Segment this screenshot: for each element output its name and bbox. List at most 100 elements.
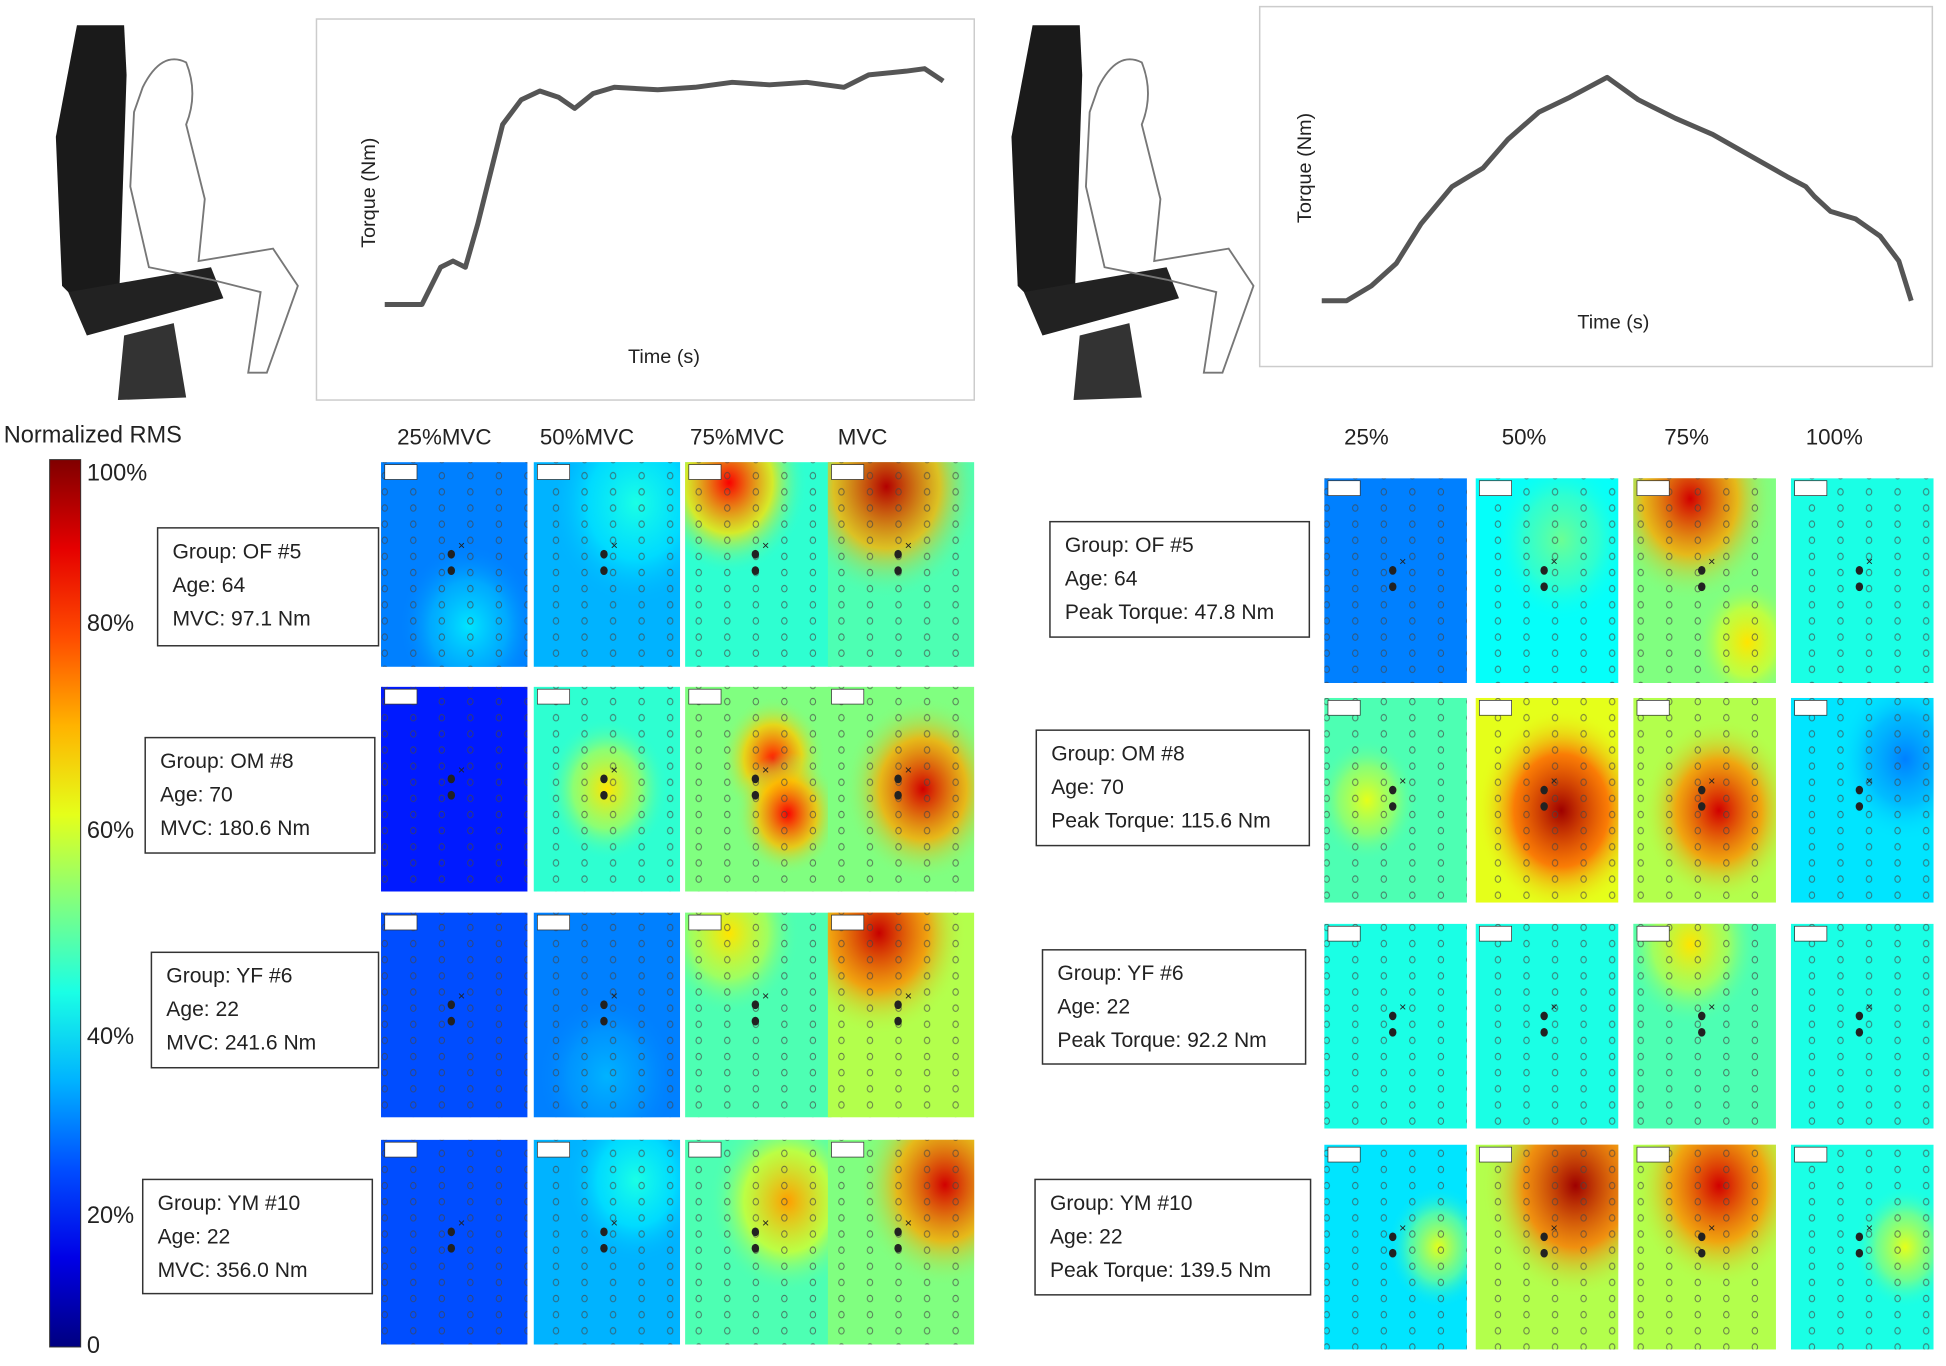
electrode-grid xyxy=(533,686,681,892)
marker-x: × xyxy=(611,989,618,1003)
torque-plot-frame xyxy=(1258,5,1934,368)
electrode-grid xyxy=(685,462,832,667)
heatmap-notch xyxy=(1794,700,1828,716)
electrode-grid xyxy=(1324,923,1467,1129)
heatmap-notch xyxy=(831,688,865,705)
torque-plot-frame xyxy=(315,18,975,401)
marker-x: × xyxy=(1399,1000,1406,1014)
subject-box xyxy=(141,1178,374,1295)
innervation-zone xyxy=(751,1016,760,1026)
marker-x: × xyxy=(905,989,912,1003)
innervation-zone xyxy=(1698,1027,1706,1037)
innervation-zone xyxy=(447,1000,456,1010)
subject-age: Age: 22 xyxy=(1057,996,1130,1019)
electrode-grid xyxy=(1475,1144,1619,1350)
marker-x: × xyxy=(1866,554,1873,568)
marker-x: × xyxy=(611,538,618,552)
innervation-zone xyxy=(1855,1232,1864,1242)
innervation-zone xyxy=(894,549,902,559)
heatmap: × xyxy=(1475,697,1619,903)
heatmap-notch xyxy=(688,1141,722,1158)
innervation-zone xyxy=(600,1243,608,1253)
heatmap: × xyxy=(827,462,975,667)
heatmap: × xyxy=(1324,697,1467,903)
heatmap: × xyxy=(1475,1144,1619,1350)
marker-x: × xyxy=(1708,1221,1715,1235)
innervation-zone xyxy=(447,566,456,575)
heatmap-notch xyxy=(1794,925,1828,942)
marker-x: × xyxy=(1399,774,1406,788)
heatmap: × xyxy=(827,1139,975,1345)
innervation-zone xyxy=(600,1000,608,1010)
heatmap-notch xyxy=(1478,700,1512,716)
electrode-grid xyxy=(1324,697,1467,903)
innervation-zone xyxy=(600,566,608,575)
subject-age: Age: 22 xyxy=(158,1225,231,1248)
innervation-zone xyxy=(447,774,456,784)
innervation-zone xyxy=(1389,1248,1397,1258)
heatmap-notch xyxy=(1636,700,1670,716)
marker-x: × xyxy=(762,989,769,1003)
heatmap-notch xyxy=(537,688,571,705)
innervation-zone xyxy=(1540,1232,1548,1242)
innervation-zone xyxy=(1540,785,1548,795)
subject-age: Age: 64 xyxy=(1065,568,1138,591)
subject-torque: MVC: 97.1 Nm xyxy=(173,607,311,630)
innervation-zone xyxy=(894,1227,902,1237)
subject-group: Group: OM #8 xyxy=(160,750,294,773)
marker-x: × xyxy=(1399,1221,1406,1235)
electrode-grid xyxy=(827,686,975,892)
heatmap-notch xyxy=(1327,700,1361,716)
innervation-zone xyxy=(447,1243,456,1253)
electrode-grid xyxy=(381,686,528,892)
heatmap: × xyxy=(827,686,975,892)
heatmap-notch xyxy=(384,1141,418,1158)
electrode-grid xyxy=(1633,697,1776,903)
colorbar-tick: 20% xyxy=(87,1202,134,1228)
innervation-zone xyxy=(751,790,760,800)
marker-x: × xyxy=(458,538,465,552)
subject-group: Group: YM #10 xyxy=(158,1192,301,1215)
subject-group: Group: YF #6 xyxy=(166,965,292,988)
marker-x: × xyxy=(905,538,912,552)
marker-x: × xyxy=(1708,554,1715,568)
heatmap: × xyxy=(533,462,681,667)
innervation-zone xyxy=(1855,785,1864,795)
electrode-grid xyxy=(533,912,681,1118)
torque-curve xyxy=(1321,74,1914,304)
heatmap: × xyxy=(1790,478,1934,683)
heatmap-notch xyxy=(1327,925,1361,942)
electrode-grid xyxy=(827,912,975,1118)
marker-x: × xyxy=(762,538,769,552)
heatmap-notch xyxy=(1794,1146,1828,1163)
marker-x: × xyxy=(1866,1000,1873,1014)
subject-group: Group: YF #6 xyxy=(1057,962,1183,985)
chair-back xyxy=(1011,25,1083,311)
heatmap: × xyxy=(1475,923,1619,1129)
heatmap-notch xyxy=(537,1141,571,1158)
heatmap-notch xyxy=(1478,480,1512,496)
heatmap-notch xyxy=(831,914,865,931)
subject-torque: MVC: 180.6 Nm xyxy=(160,817,310,840)
heatmap: × xyxy=(1633,478,1776,684)
chair-illustration xyxy=(1011,25,1255,401)
innervation-zone xyxy=(600,774,608,784)
person-outline xyxy=(129,58,299,374)
heatmap-notch xyxy=(537,914,571,931)
colorbar-tick: 80% xyxy=(87,610,134,636)
innervation-zone xyxy=(447,1227,456,1237)
innervation-zone xyxy=(1540,566,1548,575)
x-axis-label: Time (s) xyxy=(628,346,700,368)
subject-age: Age: 64 xyxy=(173,574,246,597)
heatmap: × xyxy=(1324,1144,1467,1350)
heatmap: × xyxy=(381,686,528,892)
colorbar-tick: 100% xyxy=(87,460,147,486)
heatmap-notch xyxy=(1327,1146,1361,1163)
chair-base xyxy=(1073,323,1142,401)
heatmap: × xyxy=(685,1139,832,1345)
innervation-zone xyxy=(447,790,456,800)
innervation-zone xyxy=(894,1243,902,1253)
innervation-zone xyxy=(447,1016,456,1026)
subject-group: Group: OF #5 xyxy=(1065,534,1194,557)
